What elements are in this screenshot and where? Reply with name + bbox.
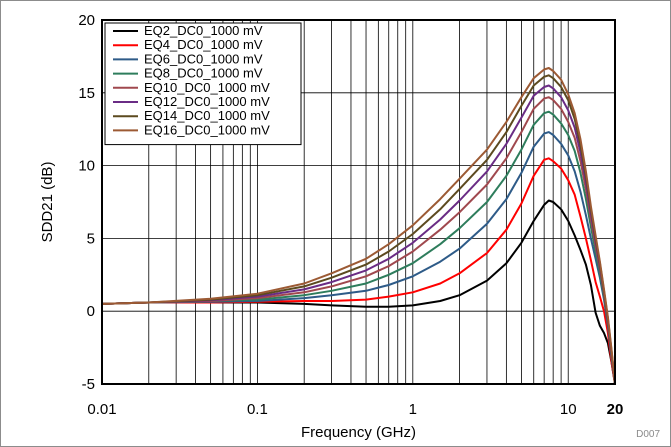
series-line-8 [101,67,616,385]
legend-entry: EQ14_DC0_1000 mV [144,108,270,123]
y-tick-label: 5 [87,230,95,247]
x-tick-label: 0.1 [247,401,268,418]
legend-box [104,22,302,146]
legend-entry: EQ6_DC0_1000 mV [144,51,263,66]
y-tick-label: 0 [87,303,95,320]
y-axis-label: SDD21 (dB) [39,162,56,243]
legend-entry: EQ12_DC0_1000 mV [144,94,270,109]
y-tick-label: -5 [82,376,95,393]
legend-entry: EQ10_DC0_1000 mV [144,80,270,95]
legend-entry: EQ16_DC0_1000 mV [144,122,270,137]
plot-border [101,19,616,385]
legend-entry: EQ4_DC0_1000 mV [144,37,263,52]
x-tick-label: 1 [409,401,417,418]
legend-entry: EQ2_DC0_1000 mV [144,23,263,38]
series-line-1 [101,199,616,385]
series-line-3 [101,131,616,385]
x-axis-label: Frequency (GHz) [301,424,416,441]
y-tick-label: 15 [78,85,95,102]
y-tick-labels: -5 0 5 10 15 20 [78,12,95,393]
y-tick-label: 10 [78,158,95,175]
x-tick-label: 10 [560,401,577,418]
figure-id: D007 [636,429,660,440]
x-tick-label: 20 [607,401,624,418]
legend-entry: EQ8_DC0_1000 mV [144,66,263,81]
series-lines [101,67,616,385]
x-tick-label: 0.01 [87,401,116,418]
series-line-4 [101,110,616,385]
y-tick-label: 20 [78,12,95,29]
x-tick-labels: 0.01 0.1 1 10 20 [87,401,623,418]
series-line-2 [101,157,616,385]
